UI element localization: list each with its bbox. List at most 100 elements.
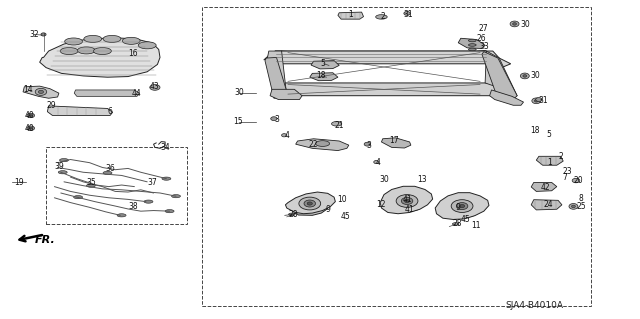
Ellipse shape (74, 196, 83, 199)
Text: 8: 8 (579, 194, 584, 203)
Ellipse shape (84, 35, 102, 42)
Polygon shape (338, 12, 364, 19)
Polygon shape (264, 51, 493, 60)
Ellipse shape (60, 159, 68, 162)
Text: 24: 24 (543, 200, 553, 209)
Text: 6: 6 (108, 107, 113, 115)
Text: 1: 1 (547, 158, 552, 167)
Ellipse shape (122, 37, 140, 44)
Text: 2: 2 (380, 12, 385, 21)
Ellipse shape (103, 35, 121, 42)
Text: 40: 40 (24, 124, 35, 133)
Text: 12: 12 (377, 200, 386, 209)
Text: 41: 41 (404, 205, 415, 214)
Text: 3: 3 (274, 115, 279, 124)
Ellipse shape (117, 214, 126, 217)
Polygon shape (531, 200, 562, 210)
Ellipse shape (401, 197, 413, 204)
Ellipse shape (38, 90, 44, 93)
Text: 5: 5 (321, 59, 326, 68)
Ellipse shape (468, 48, 476, 51)
Bar (46, 147, 187, 224)
Ellipse shape (569, 204, 578, 209)
Polygon shape (275, 83, 517, 98)
Text: 28: 28 (452, 219, 461, 228)
Ellipse shape (29, 115, 32, 116)
Ellipse shape (534, 100, 538, 102)
Polygon shape (442, 200, 480, 218)
Text: 23: 23 (562, 167, 572, 176)
Text: SJA4-B4010A: SJA4-B4010A (505, 301, 563, 310)
Text: 30: 30 (234, 88, 244, 97)
Ellipse shape (332, 122, 342, 126)
Text: 44: 44 (132, 89, 142, 98)
Ellipse shape (299, 197, 321, 210)
Ellipse shape (307, 205, 313, 209)
Text: 41: 41 (402, 195, 412, 204)
Text: 30: 30 (520, 20, 530, 29)
Text: 30: 30 (379, 175, 389, 184)
Polygon shape (74, 90, 140, 96)
Ellipse shape (536, 98, 542, 101)
Ellipse shape (165, 210, 174, 213)
Text: 32: 32 (29, 30, 39, 39)
Ellipse shape (460, 204, 465, 208)
Text: 4: 4 (375, 158, 380, 167)
Ellipse shape (35, 88, 47, 95)
Text: 27: 27 (478, 24, 488, 33)
Polygon shape (23, 86, 59, 98)
Polygon shape (536, 156, 563, 165)
Ellipse shape (572, 205, 575, 208)
Polygon shape (485, 51, 517, 96)
Text: 30: 30 (530, 71, 540, 80)
Ellipse shape (289, 213, 295, 216)
Polygon shape (474, 50, 499, 61)
Text: 39: 39 (54, 162, 64, 171)
Ellipse shape (172, 195, 180, 198)
Text: 18: 18 (531, 126, 540, 135)
Ellipse shape (397, 199, 410, 207)
Ellipse shape (282, 134, 287, 137)
Text: 38: 38 (128, 202, 138, 211)
Ellipse shape (452, 223, 459, 225)
Text: 40: 40 (24, 111, 35, 120)
Text: 31: 31 (403, 10, 413, 19)
Ellipse shape (27, 126, 35, 130)
Text: FR.: FR. (35, 235, 55, 245)
Ellipse shape (451, 200, 473, 212)
Text: 19: 19 (14, 178, 24, 187)
Polygon shape (285, 192, 335, 214)
Text: 3: 3 (366, 141, 371, 150)
Text: 45: 45 (461, 215, 471, 224)
Text: 29: 29 (46, 101, 56, 110)
Ellipse shape (532, 98, 541, 104)
Ellipse shape (60, 48, 78, 55)
Polygon shape (380, 186, 433, 214)
Ellipse shape (103, 171, 112, 174)
Text: 18: 18 (317, 71, 326, 80)
Polygon shape (458, 38, 485, 48)
Text: 43: 43 (150, 82, 160, 91)
Text: 17: 17 (389, 137, 399, 145)
Ellipse shape (520, 73, 529, 79)
Polygon shape (47, 106, 113, 115)
Ellipse shape (93, 48, 111, 55)
Ellipse shape (138, 42, 156, 49)
Text: 33: 33 (479, 42, 489, 51)
Polygon shape (293, 200, 328, 215)
Polygon shape (265, 57, 288, 98)
Ellipse shape (58, 171, 67, 174)
Ellipse shape (65, 38, 83, 45)
Text: 1: 1 (348, 10, 353, 19)
Ellipse shape (396, 195, 418, 207)
Text: 36: 36 (105, 164, 115, 173)
Text: 37: 37 (147, 178, 157, 187)
Ellipse shape (572, 178, 580, 183)
Ellipse shape (374, 160, 379, 164)
Ellipse shape (41, 33, 46, 36)
Text: 13: 13 (417, 175, 428, 184)
Text: 4: 4 (284, 131, 289, 140)
Polygon shape (296, 139, 349, 151)
Polygon shape (310, 73, 338, 81)
Text: 34: 34 (160, 143, 170, 152)
